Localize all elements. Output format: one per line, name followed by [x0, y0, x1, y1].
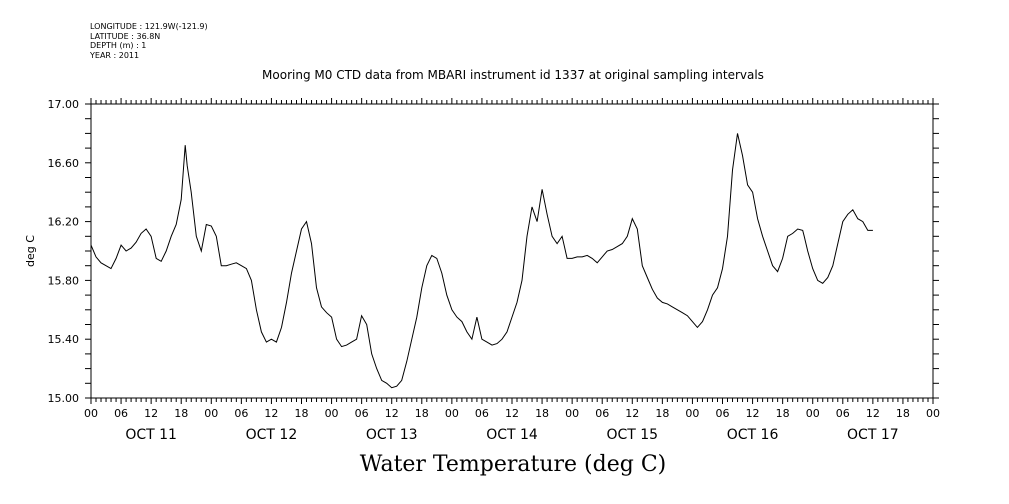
x-tick-label: 00	[84, 407, 98, 420]
day-label: OCT 16	[727, 427, 779, 443]
x-tick-label: 00	[806, 407, 820, 420]
y-tick-label: 17.00	[48, 98, 80, 111]
x-tick-label: 18	[535, 407, 549, 420]
x-tick-label: 18	[295, 407, 309, 420]
day-label: OCT 13	[366, 427, 418, 443]
x-tick-label: 00	[926, 407, 940, 420]
y-tick-label: 16.20	[48, 216, 80, 229]
temperature-series-line	[90, 133, 873, 389]
x-tick-label: 00	[325, 407, 339, 420]
x-tick-label: 00	[445, 407, 459, 420]
day-label: OCT 11	[125, 427, 177, 443]
plot-frame	[90, 103, 934, 399]
x-tick-label: 06	[234, 407, 248, 420]
day-label: OCT 15	[606, 427, 658, 443]
y-tick-label: 15.80	[48, 274, 80, 287]
y-tick-label: 15.40	[48, 333, 80, 346]
x-tick-label: 18	[896, 407, 910, 420]
longitude-text: LONGITUDE : 121.9W(-121.9)	[90, 22, 208, 31]
x-tick-label: 18	[776, 407, 790, 420]
axis-ticks	[85, 98, 939, 404]
x-tick-label: 12	[505, 407, 519, 420]
day-label: OCT 14	[486, 427, 538, 443]
y-tick-label: 15.00	[48, 392, 80, 405]
x-tick-label: 12	[746, 407, 760, 420]
x-tick-label: 06	[836, 407, 850, 420]
y-tick-label: 16.60	[48, 157, 80, 170]
station-metadata: LONGITUDE : 121.9W(-121.9) LATITUDE : 36…	[90, 22, 208, 60]
x-tick-label: 00	[204, 407, 218, 420]
x-tick-label: 00	[685, 407, 699, 420]
depth-text: DEPTH (m) : 1	[90, 41, 147, 50]
year-text: YEAR : 2011	[90, 50, 140, 60]
x-tick-label: 12	[144, 407, 158, 420]
x-tick-label: 18	[415, 407, 429, 420]
day-label: OCT 17	[847, 427, 899, 443]
x-tick-label: 12	[264, 407, 278, 420]
latitude-text: LATITUDE : 36.8N	[90, 31, 161, 41]
x-tick-label: 12	[385, 407, 399, 420]
x-tick-label: 06	[716, 407, 730, 420]
x-tick-label: 06	[114, 407, 128, 420]
plot-area	[90, 133, 873, 389]
y-axis-label: deg C	[24, 235, 37, 267]
x-axis-title: Water Temperature (deg C)	[359, 452, 667, 477]
x-tick-label: 18	[174, 407, 188, 420]
x-tick-label: 18	[655, 407, 669, 420]
x-tick-label: 00	[565, 407, 579, 420]
x-tick-label: 06	[595, 407, 609, 420]
x-tick-label: 12	[625, 407, 639, 420]
x-tick-label: 06	[475, 407, 489, 420]
chart-title: Mooring M0 CTD data from MBARI instrumen…	[262, 68, 764, 82]
day-label: OCT 12	[246, 427, 298, 443]
x-tick-label: 06	[355, 407, 369, 420]
axis-labels: 15.00 15.40 15.80 16.20 16.60 17.00 00 06 12 18 00…	[48, 98, 941, 443]
x-tick-label: 12	[866, 407, 880, 420]
